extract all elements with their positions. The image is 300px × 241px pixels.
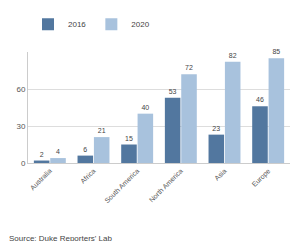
svg-text:Africa: Africa xyxy=(79,167,97,185)
svg-text:North America: North America xyxy=(148,167,184,203)
svg-text:72: 72 xyxy=(185,64,193,71)
svg-text:53: 53 xyxy=(169,88,177,95)
svg-text:4: 4 xyxy=(56,148,60,155)
svg-text:46: 46 xyxy=(256,96,264,103)
svg-text:85: 85 xyxy=(272,48,280,55)
svg-text:30: 30 xyxy=(16,122,25,131)
svg-text:2: 2 xyxy=(40,151,44,158)
svg-text:South America: South America xyxy=(103,167,140,204)
svg-text:0: 0 xyxy=(21,159,26,168)
svg-text:2020: 2020 xyxy=(131,20,149,29)
svg-text:23: 23 xyxy=(212,125,220,132)
svg-text:Europe: Europe xyxy=(250,167,272,189)
svg-text:Asia: Asia xyxy=(213,167,228,182)
svg-text:Source: Duke Reporters' Lab: Source: Duke Reporters' Lab xyxy=(9,234,112,241)
svg-text:40: 40 xyxy=(141,104,149,111)
svg-text:21: 21 xyxy=(98,127,106,134)
svg-text:Australia: Australia xyxy=(29,167,53,191)
svg-text:15: 15 xyxy=(125,135,133,142)
svg-text:2016: 2016 xyxy=(68,20,86,29)
svg-text:60: 60 xyxy=(16,85,25,94)
svg-text:6: 6 xyxy=(83,146,87,153)
svg-text:82: 82 xyxy=(229,52,237,59)
